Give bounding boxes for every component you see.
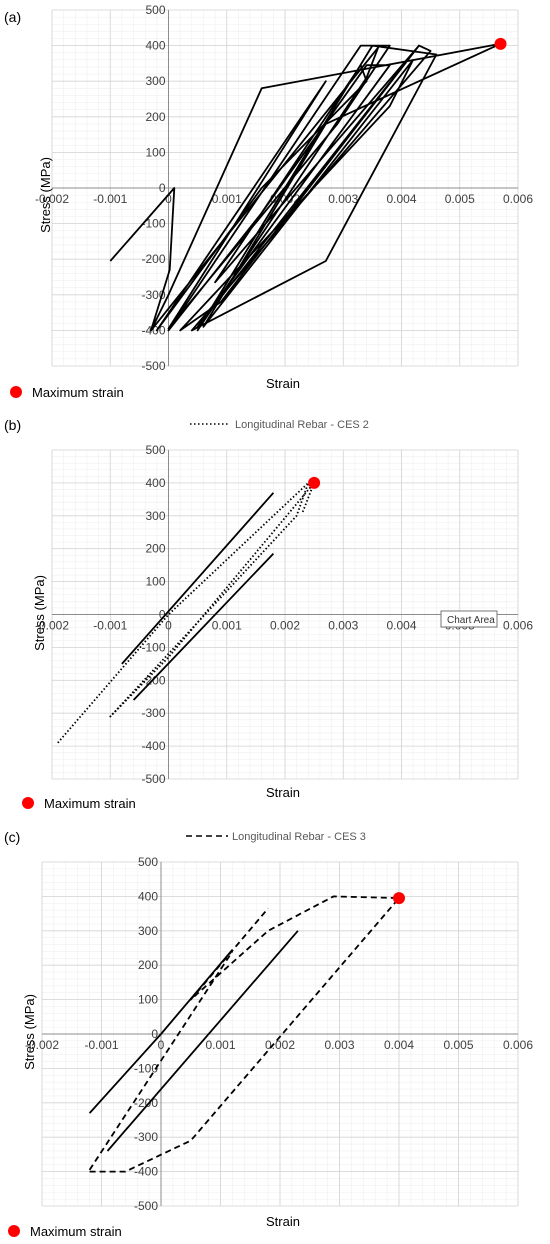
y-tick-label: -200 <box>134 1096 158 1110</box>
series-line <box>132 552 275 701</box>
x-tick-label: 0.002 <box>265 1038 295 1052</box>
x-tick-label: 0.005 <box>443 1038 473 1052</box>
y-tick-label: 400 <box>145 39 165 53</box>
y-tick-label: 0 <box>151 1027 158 1041</box>
x-tick-label: 0 <box>165 192 172 206</box>
tooltip-text: Chart Area <box>447 615 495 626</box>
panel-label: (c) <box>4 829 20 845</box>
y-tick-label: -200 <box>141 252 165 266</box>
series-line <box>89 895 400 1173</box>
y-tick-label: 300 <box>145 74 165 88</box>
y-tick-label: 200 <box>145 542 165 556</box>
x-axis-title: Strain <box>266 1214 300 1229</box>
legend-label: Maximum strain <box>32 385 124 400</box>
y-tick-label: 500 <box>145 443 165 457</box>
series-line <box>88 950 234 1171</box>
x-tick-label: 0 <box>158 1038 165 1052</box>
plot-area: -0.002-0.00100.0010.0020.0030.0040.0050.… <box>35 443 533 786</box>
x-tick-label: 0.003 <box>324 1038 354 1052</box>
panel-label: (b) <box>4 417 21 433</box>
legend-series-label: Longitudinal Rebar - CES 2 <box>235 419 369 431</box>
y-tick-label: -100 <box>141 217 165 231</box>
y-tick-label: -100 <box>134 1061 158 1075</box>
x-axis-title: Strain <box>266 376 300 391</box>
x-axis-title: Strain <box>266 785 300 800</box>
y-tick-label: -100 <box>141 640 165 654</box>
legend-label: Maximum strain <box>30 1224 122 1239</box>
x-tick-label: 0 <box>165 619 172 633</box>
y-tick-label: 100 <box>145 575 165 589</box>
legend-marker <box>22 797 34 809</box>
plot-area: -0.002 -0.001 0 0.001 0.002 0.003 0.004 0.005 0.… <box>25 855 533 1213</box>
y-tick-label: 100 <box>138 993 158 1007</box>
y-axis-title: Stress (MPa) <box>22 994 37 1070</box>
x-tick-label: 0.003 <box>328 619 358 633</box>
panel-c: -0.002 -0.001 0 0.001 0.002 0.003 0.004 0.005 0.… <box>4 829 533 1239</box>
max-strain-marker <box>393 892 405 905</box>
x-tick-label: 0.001 <box>212 192 242 206</box>
chart-area-tooltip: Chart Area <box>440 610 498 628</box>
x-tick-label: 0.004 <box>384 1038 414 1052</box>
panel-b: -0.002-0.00100.0010.0020.0030.0040.0050.… <box>4 417 533 811</box>
x-tick-label: 0.001 <box>205 1038 235 1052</box>
x-tick-label: -0.001 <box>93 192 127 206</box>
max-strain-marker <box>494 37 507 50</box>
max-strain-marker <box>308 476 321 489</box>
y-tick-label: -500 <box>134 1199 158 1213</box>
x-tick-label: -0.002 <box>25 1038 59 1052</box>
legend-marker <box>10 386 22 398</box>
series-line <box>109 42 502 332</box>
x-tick-label: -0.001 <box>93 619 127 633</box>
panel-a: -0.002 -0.001 0 0.001 0.002 0.003 0.004 0.005 0.… <box>4 3 533 400</box>
x-tick-label: -0.002 <box>35 619 69 633</box>
y-tick-label: 0 <box>159 181 166 195</box>
x-tick-label: 0.006 <box>503 1038 533 1052</box>
y-tick-label: -500 <box>141 772 165 786</box>
series-line <box>57 481 316 744</box>
y-axis-title: Stress (MPa) <box>38 157 53 233</box>
y-tick-label: 200 <box>145 110 165 124</box>
x-tick-label: 0.003 <box>328 192 358 206</box>
legend-label: Maximum strain <box>44 796 136 811</box>
panel-label: (a) <box>4 9 21 25</box>
x-tick-label: 0.002 <box>270 619 300 633</box>
x-tick-label: 0.006 <box>503 192 533 206</box>
y-axis-title: Stress (MPa) <box>32 575 47 651</box>
y-tick-label: 0 <box>159 608 166 622</box>
x-tick-label: 0.005 <box>445 192 475 206</box>
y-tick-label: 400 <box>145 476 165 490</box>
y-tick-label: -300 <box>134 1130 158 1144</box>
y-tick-label: -500 <box>141 359 165 373</box>
x-tick-label: -0.002 <box>35 192 69 206</box>
legend-marker <box>8 1225 20 1237</box>
y-tick-label: 200 <box>138 958 158 972</box>
y-tick-label: 400 <box>138 889 158 903</box>
y-tick-label: -300 <box>141 706 165 720</box>
y-tick-label: -400 <box>141 739 165 753</box>
y-tick-label: -300 <box>141 288 165 302</box>
y-tick-label: 500 <box>145 3 165 17</box>
y-tick-label: 100 <box>145 145 165 159</box>
x-tick-label: 0.004 <box>386 192 416 206</box>
y-tick-label: 500 <box>138 855 158 869</box>
x-tick-label: -0.001 <box>84 1038 118 1052</box>
tooltip-box <box>440 610 498 628</box>
series-line <box>106 930 299 1152</box>
y-tick-label: 300 <box>138 924 158 938</box>
x-tick-label: 0.004 <box>386 619 416 633</box>
y-tick-label: 300 <box>145 509 165 523</box>
legend-series-label: Longitudinal Rebar - CES 3 <box>232 831 366 843</box>
series-line <box>88 949 234 1114</box>
y-tick-label: -400 <box>134 1165 158 1179</box>
series-line <box>121 492 275 665</box>
x-tick-label: 0.006 <box>503 619 533 633</box>
x-tick-label: 0.001 <box>212 619 242 633</box>
